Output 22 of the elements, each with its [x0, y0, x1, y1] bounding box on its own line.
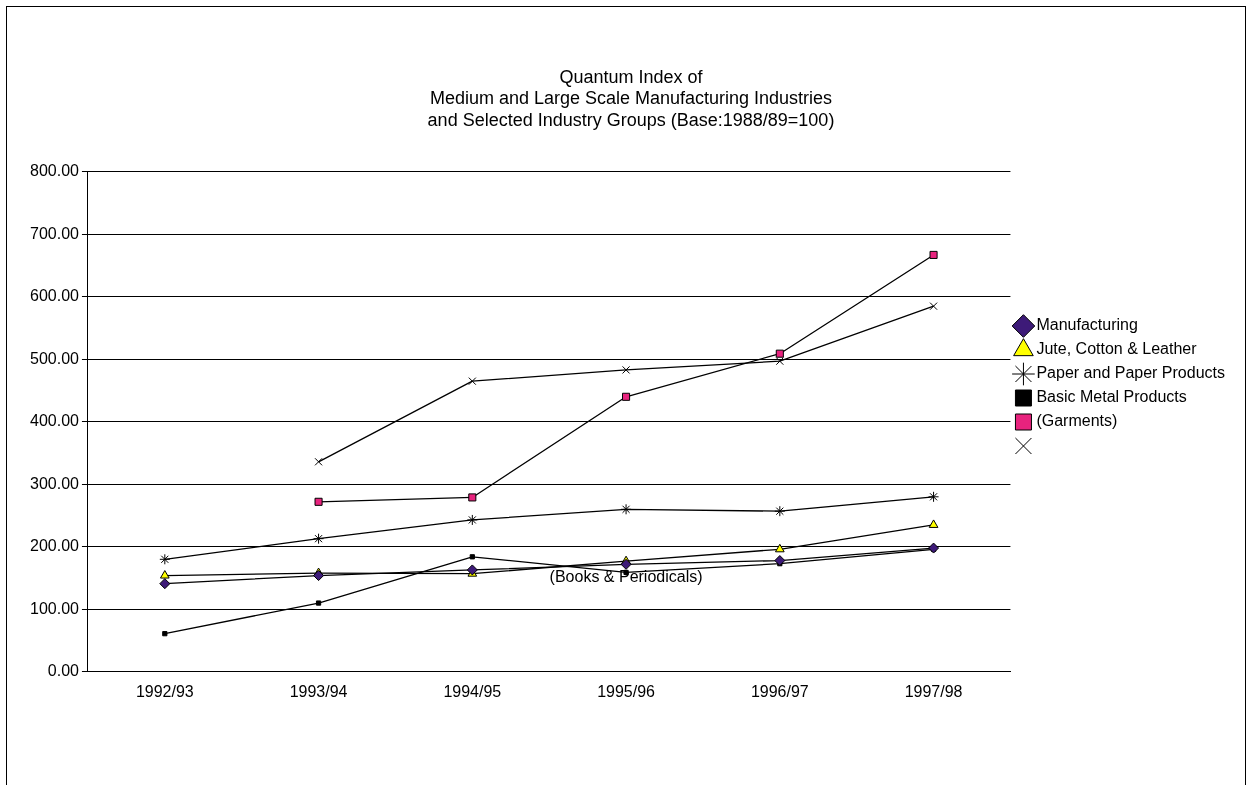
legend-label: Jute, Cotton & Leather	[1036, 340, 1198, 358]
y-tick-label: 0.00	[47, 662, 80, 680]
legend-label: (Garments)	[1036, 412, 1118, 430]
x-tick-label: 1994/95	[443, 682, 502, 700]
y-tick-label: 700.00	[30, 224, 80, 242]
annotation: (Books & Periodicals)	[549, 568, 703, 586]
y-tick-label: 500.00	[30, 349, 80, 367]
y-tick-label: 800.00	[30, 162, 80, 180]
y-tick-label: 200.00	[30, 537, 80, 555]
x-tick-label: 1995/96	[597, 682, 656, 700]
y-tick-label: 300.00	[30, 474, 80, 492]
y-tick-label: 100.00	[30, 599, 80, 617]
legend-label: Manufacturing	[1036, 316, 1138, 334]
legend-label: Basic Metal Products	[1036, 388, 1187, 406]
x-tick-label: 1992/93	[135, 682, 194, 700]
chart-title: Quantum Index of Medium and Large Scale Manufacturing Industries and Selected Industry Groups (Base:1988/89=100)	[427, 66, 835, 130]
y-tick-label: 600.00	[30, 287, 80, 305]
y-tick-label: 400.00	[30, 412, 80, 430]
x-tick-label: 1997/98	[904, 682, 963, 700]
x-tick-label: 1996/97	[750, 682, 809, 700]
x-tick-label: 1993/94	[289, 682, 348, 700]
legend-label: Paper and Paper Products	[1036, 364, 1225, 382]
